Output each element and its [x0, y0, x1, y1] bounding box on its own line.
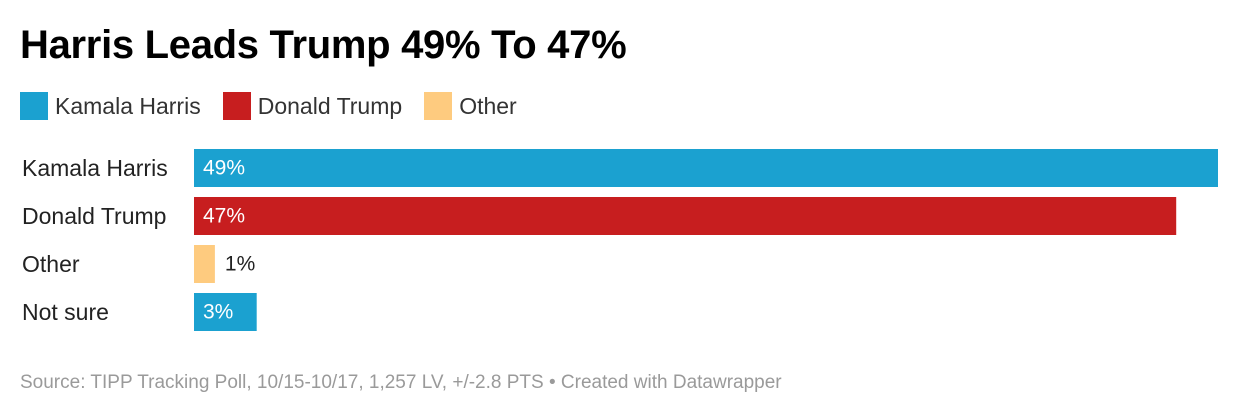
value-label-other: 1%	[225, 253, 255, 276]
legend-swatch-other	[424, 92, 453, 120]
bar-chart: Kamala Harris 49% Donald Trump 47% Other 1% No…	[22, 149, 1218, 331]
category-label-donald-trump: Donald Trump	[22, 203, 166, 229]
bar-other	[194, 245, 215, 283]
legend-swatch-harris	[20, 92, 48, 120]
legend-item-harris: Kamala Harris	[20, 91, 201, 121]
legend-swatch-trump	[222, 92, 251, 120]
value-label-kamala-harris: 49%	[203, 157, 245, 180]
legend-label-other: Other	[459, 93, 517, 119]
category-label-not-sure: Not sure	[22, 299, 109, 325]
legend-label-harris: Kamala Harris	[55, 93, 201, 119]
category-label-other: Other	[22, 251, 80, 277]
value-label-not-sure: 3%	[203, 301, 233, 324]
bar-not-sure	[194, 293, 257, 331]
legend-item-other: Other	[424, 91, 517, 121]
value-label-donald-trump: 47%	[203, 205, 245, 228]
category-label-kamala-harris: Kamala Harris	[22, 155, 168, 181]
bar-kamala-harris	[194, 149, 1218, 187]
legend-label-trump: Donald Trump	[257, 93, 403, 119]
source-footer: Source: TIPP Tracking Poll, 10/15-10/17,…	[20, 372, 782, 393]
legend-item-trump: Donald Trump	[222, 91, 403, 121]
chart-title: Harris Leads Trump 49% To 47%	[20, 23, 627, 67]
chart-legend: Kamala Harris Donald Trump Other	[20, 91, 539, 121]
bar-donald-trump	[194, 197, 1177, 235]
